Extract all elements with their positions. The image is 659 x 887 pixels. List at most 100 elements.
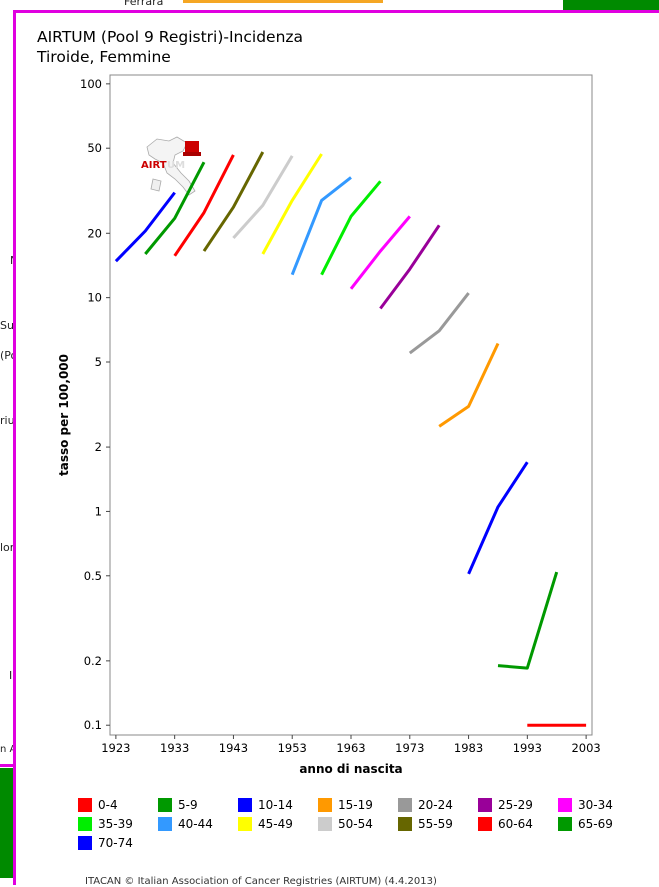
legend-swatch — [238, 817, 252, 831]
legend-label: 10-14 — [258, 798, 293, 812]
legend-label: 40-44 — [178, 817, 213, 831]
airtum-logo: AIRT UM — [139, 133, 211, 203]
y-tick-label: 0.1 — [84, 718, 102, 732]
series-line-50-54 — [232, 155, 294, 240]
x-axis-title: anno di nascita — [299, 762, 402, 776]
legend-label: 50-54 — [338, 817, 373, 831]
bg-green-block-top — [563, 0, 659, 10]
legend-swatch — [158, 817, 172, 831]
x-tick-label: 1933 — [160, 741, 189, 755]
y-axis-title: tasso per 100,000 — [57, 354, 71, 476]
bg-green-block-bottom — [0, 768, 13, 878]
series-line-40-44 — [290, 176, 352, 276]
chart-title: AIRTUM (Pool 9 Registri)-Incidenza — [37, 28, 304, 46]
legend-label: 15-19 — [338, 798, 373, 812]
legend-label: 45-49 — [258, 817, 293, 831]
y-tick-label: 2 — [95, 440, 102, 454]
x-tick-label: 1943 — [219, 741, 248, 755]
y-tick-label: 20 — [87, 226, 102, 240]
legend-label: 5-9 — [178, 798, 198, 812]
bg-top-strip — [0, 0, 659, 10]
legend-swatch — [158, 798, 172, 812]
legend-swatch — [318, 798, 332, 812]
legend-swatch — [78, 798, 92, 812]
series-line-70-74 — [114, 191, 176, 263]
legend-swatch — [238, 798, 252, 812]
legend-item: 0-4 — [78, 798, 118, 812]
legend-label: 35-39 — [98, 817, 133, 831]
x-tick-label: 1923 — [101, 741, 130, 755]
bg-magenta-line-left — [0, 764, 16, 767]
series-line-20-24 — [408, 292, 470, 355]
logo-text: AIRT — [141, 160, 167, 171]
y-tick-label: 0.5 — [84, 569, 102, 583]
legend-label: 30-34 — [578, 798, 613, 812]
legend-item: 50-54 — [318, 817, 373, 831]
legend-swatch — [318, 817, 332, 831]
legend-item: 5-9 — [158, 798, 198, 812]
bg-orange-bar — [183, 0, 383, 3]
series-line-35-39 — [320, 180, 382, 276]
series-line-25-29 — [379, 224, 441, 310]
legend-swatch — [558, 798, 572, 812]
legend-item: 40-44 — [158, 817, 213, 831]
bg-frag-i: I — [9, 669, 13, 682]
series-line-65-69 — [144, 161, 206, 255]
series-line-55-59 — [202, 151, 265, 252]
legend-item: 65-69 — [558, 817, 613, 831]
legend-item: 70-74 — [78, 836, 133, 850]
y-tick-label: 50 — [87, 141, 102, 155]
chart-title-block: AIRTUM (Pool 9 Registri)-Incidenza Tiroi… — [37, 27, 303, 67]
legend-item: 35-39 — [78, 817, 133, 831]
legend-swatch — [398, 817, 412, 831]
y-tick-label: 1 — [95, 504, 102, 518]
legend-swatch — [78, 836, 92, 850]
legend-item: 60-64 — [478, 817, 533, 831]
legend-swatch — [478, 798, 492, 812]
legend-label: 60-64 — [498, 817, 533, 831]
x-tick-label: 1973 — [395, 741, 424, 755]
legend-item: 15-19 — [318, 798, 373, 812]
legend-swatch — [398, 798, 412, 812]
legend-label: 25-29 — [498, 798, 533, 812]
legend-swatch — [558, 817, 572, 831]
svg-text:UM: UM — [167, 160, 185, 171]
series-line-60-64 — [173, 154, 235, 257]
series-line-10-14-lower — [467, 461, 529, 575]
x-tick-label: 1963 — [336, 741, 365, 755]
legend-item: 45-49 — [238, 817, 293, 831]
x-tick-label: 1953 — [278, 741, 307, 755]
x-tick-label: 1993 — [513, 741, 542, 755]
legend-label: 55-59 — [418, 817, 453, 831]
legend-swatch — [78, 817, 92, 831]
legend-label: 70-74 — [98, 836, 133, 850]
y-tick-label: 100 — [80, 77, 102, 91]
legend-item: 20-24 — [398, 798, 453, 812]
chart-subtitle: Tiroide, Femmine — [37, 48, 171, 66]
legend-label: 65-69 — [578, 817, 613, 831]
series-line-45-49 — [261, 153, 323, 255]
bg-frag-na: n A — [0, 744, 17, 755]
bg-frag-su: Su — [0, 319, 14, 332]
legend-item: 10-14 — [238, 798, 293, 812]
legend-swatch — [478, 817, 492, 831]
bg-frag-lor: lor — [0, 541, 15, 554]
legend-item: 30-34 — [558, 798, 613, 812]
series-line-30-34 — [349, 215, 411, 290]
plot-frame — [109, 74, 593, 736]
series-line-15-19 — [438, 342, 500, 428]
x-tick-label: 2003 — [571, 741, 600, 755]
series-line-5-9-lower — [497, 571, 559, 670]
legend-label: 0-4 — [98, 798, 118, 812]
x-tick-label: 1983 — [454, 741, 483, 755]
bg-ferrara: Ferrara — [124, 0, 164, 8]
y-tick-label: 0.2 — [84, 654, 102, 668]
y-tick-label: 10 — [87, 291, 102, 305]
legend-label: 20-24 — [418, 798, 453, 812]
footer-credit: ITACAN © Italian Association of Cancer R… — [85, 876, 437, 887]
chart-popup: AIRTUM (Pool 9 Registri)-Incidenza Tiroi… — [13, 10, 659, 887]
legend-item: 55-59 — [398, 817, 453, 831]
bg-frag-po: (Po — [0, 349, 18, 362]
